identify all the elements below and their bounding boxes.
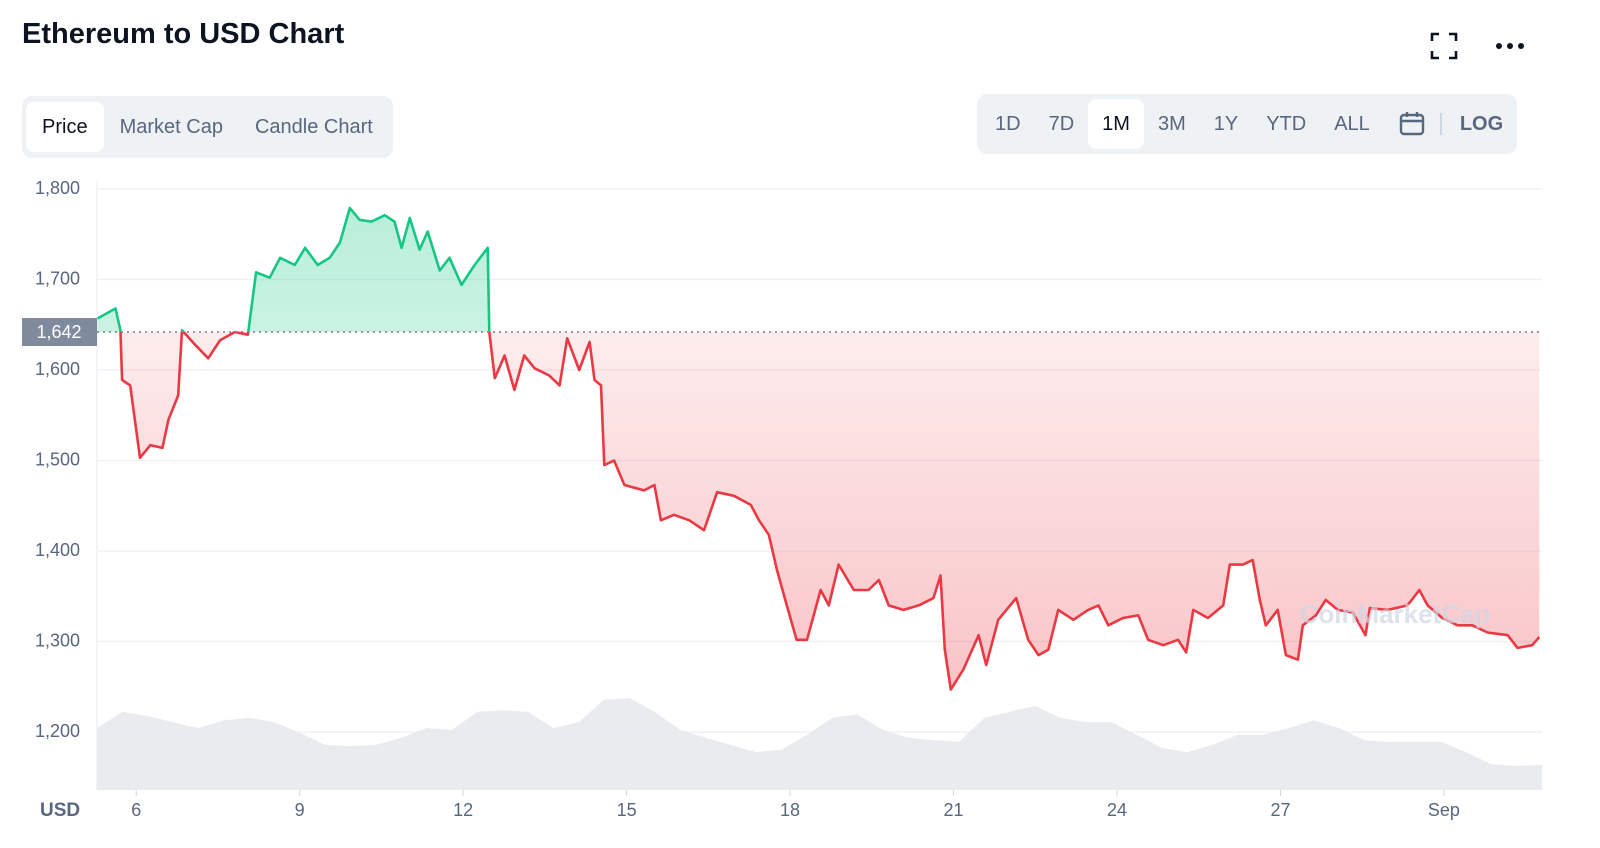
range-button[interactable]: 3M xyxy=(1157,113,1186,135)
y-tick-label: 1,600 xyxy=(35,359,80,379)
y-tick-label: 1,200 xyxy=(35,721,80,741)
area-above xyxy=(97,208,1540,333)
fullscreen-icon[interactable] xyxy=(1430,32,1458,60)
calendar-icon[interactable] xyxy=(1398,110,1426,138)
x-tick-label: Sep xyxy=(1428,800,1460,820)
title: Ethereum to USD Chart xyxy=(22,18,345,50)
x-tick-label: 21 xyxy=(944,800,964,820)
x-tick-label: 18 xyxy=(780,800,800,820)
range-button[interactable]: ALL xyxy=(1334,113,1370,135)
area-below xyxy=(120,332,1540,690)
more-icon[interactable] xyxy=(1494,34,1526,58)
volume-area xyxy=(97,698,1542,790)
log-button[interactable]: LOG xyxy=(1459,113,1504,135)
x-tick-label: 24 xyxy=(1107,800,1127,820)
x-tick-label: 12 xyxy=(453,800,473,820)
x-tick-label: 27 xyxy=(1270,800,1290,820)
currency-label: USD xyxy=(40,800,80,821)
x-tick-label: 15 xyxy=(617,800,637,820)
price-line-below xyxy=(119,332,1541,691)
y-tick-label: 1,500 xyxy=(35,449,80,469)
y-tick-label: 1,700 xyxy=(35,268,80,288)
tab[interactable]: Candle Chart xyxy=(254,116,373,138)
x-tick-label: 9 xyxy=(295,800,305,820)
range-button[interactable]: 7D xyxy=(1048,113,1075,135)
tab-group: Price Market Cap Candle Chart xyxy=(22,96,393,158)
reference-label-box xyxy=(22,318,97,347)
x-tick-label: 6 xyxy=(131,800,141,820)
y-tick-label: 1,800 xyxy=(35,178,80,198)
range-button[interactable]: 1D xyxy=(995,113,1021,135)
range-group: 1D 7D 1M 3M 1Y YTD ALL LOG xyxy=(977,94,1518,154)
separator xyxy=(1439,113,1442,135)
y-tick-label: 1,400 xyxy=(35,540,80,560)
range-button[interactable]: 1M xyxy=(1088,99,1144,149)
watermark: CoinMarketCap xyxy=(1300,599,1491,629)
tab[interactable]: Price xyxy=(26,102,104,152)
y-tick-label: 1,300 xyxy=(35,630,80,650)
range-button[interactable]: 1Y xyxy=(1213,113,1239,135)
range-button[interactable]: YTD xyxy=(1266,113,1307,135)
reference-label: 1,642 xyxy=(36,322,81,342)
tab[interactable]: Market Cap xyxy=(119,116,223,138)
price-line-above xyxy=(97,206,491,333)
